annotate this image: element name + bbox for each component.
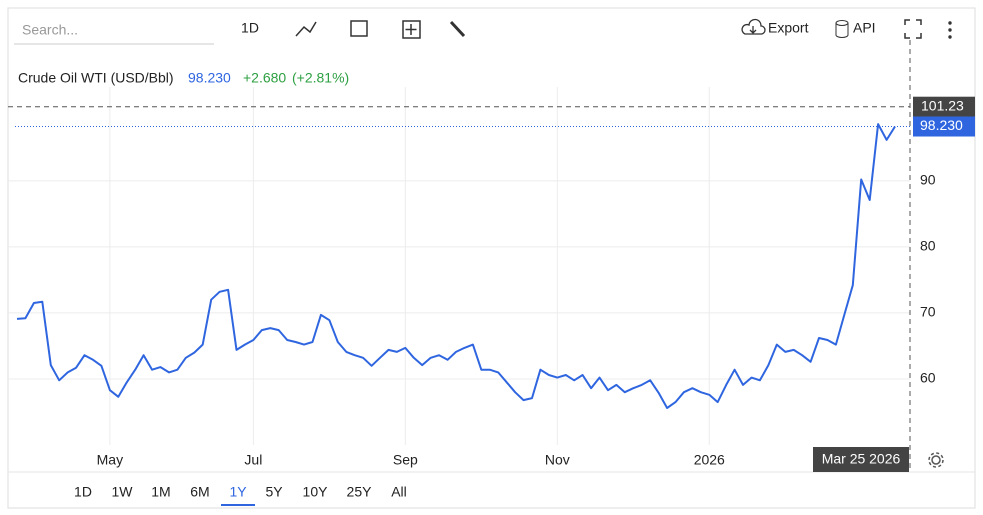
add-plus — [405, 24, 417, 35]
range-button[interactable]: 1Y — [229, 484, 247, 500]
crosshair-label-box — [913, 96, 975, 117]
change-percent: (+2.81%) — [292, 70, 349, 86]
last-label: 98.230 — [920, 117, 963, 133]
settings-icon[interactable] — [928, 452, 944, 468]
price-line — [16, 123, 896, 409]
y-tick-label: 90 — [920, 172, 936, 188]
y-tick-label: 80 — [920, 238, 936, 254]
x-tick-label: Jul — [244, 452, 262, 468]
frame — [7, 7, 976, 509]
crosshair-date: Mar 25 2026 — [822, 451, 901, 467]
crosshair-label: 101.23 — [921, 97, 964, 113]
x-tick-label: Sep — [393, 452, 418, 468]
api-button[interactable]: API — [853, 20, 876, 36]
add-icon[interactable] — [402, 20, 421, 39]
range-button[interactable]: 25Y — [347, 484, 373, 500]
last-value: 98.230 — [188, 70, 231, 86]
range-button[interactable]: 5Y — [265, 484, 283, 500]
range-button[interactable]: 1M — [151, 484, 170, 500]
range-button[interactable]: 6M — [190, 484, 209, 500]
menu-icon[interactable] — [948, 21, 952, 39]
grid — [8, 87, 910, 445]
last-label-box — [913, 116, 975, 137]
api-icon-body — [835, 23, 849, 38]
export-icon[interactable] — [741, 18, 766, 35]
range-button[interactable]: All — [391, 484, 407, 500]
y-tick-label: 70 — [920, 304, 936, 320]
range-button[interactable]: 10Y — [303, 484, 329, 500]
line-icon[interactable] — [295, 21, 317, 37]
date-label-box — [813, 447, 909, 472]
range-button[interactable]: 1D — [74, 484, 92, 500]
fullscreen-icon[interactable] — [904, 19, 922, 39]
y-tick-label: 60 — [920, 370, 936, 386]
chart-title: Crude Oil WTI (USD/Bbl) — [18, 70, 174, 86]
x-tick-label: 2026 — [694, 452, 725, 468]
range-button[interactable]: 1W — [112, 484, 134, 500]
search-input[interactable]: Search... — [22, 22, 78, 38]
change: +2.680 — [243, 70, 286, 86]
calendar-icon[interactable] — [350, 20, 368, 37]
interval-button[interactable]: 1D — [241, 20, 259, 36]
x-tick-label: May — [97, 452, 123, 468]
export-button[interactable]: Export — [768, 20, 809, 36]
wrench-icon[interactable] — [449, 20, 466, 38]
x-tick-label: Nov — [545, 452, 570, 468]
